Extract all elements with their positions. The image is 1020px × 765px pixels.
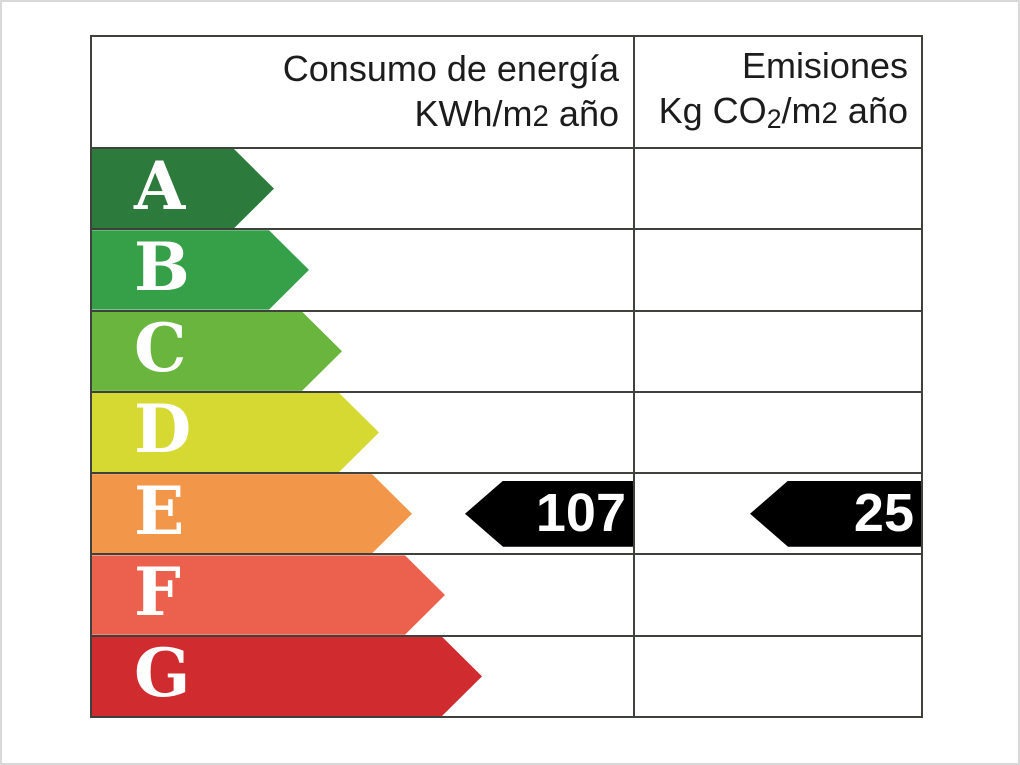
grade-letter-d: D [134, 390, 192, 469]
emisiones-title: Emisiones [741, 44, 908, 86]
grade-row-d: D [92, 390, 921, 473]
grade-arrow-g: G [92, 637, 482, 716]
grade-row-b: B [92, 228, 921, 310]
consumo-title: Consumo de energía [282, 47, 619, 89]
grade-arrow-d: D [92, 393, 379, 472]
grade-arrow-b: B [92, 230, 309, 309]
emisiones-value: 25 [853, 482, 914, 543]
grade-b-emisiones-cell [633, 230, 921, 310]
grade-g-consumo-cell: G [92, 637, 633, 716]
header-consumo: Consumo de energía KWh/m2 año [92, 37, 633, 147]
grade-a-consumo-cell: A [92, 149, 633, 228]
grade-letter-b: B [134, 227, 190, 306]
grade-f-consumo-cell: F [92, 555, 633, 634]
energy-rating-table: Consumo de energía KWh/m2 año Emisiones … [90, 35, 923, 718]
grade-c-emisiones-cell [633, 311, 921, 391]
grade-c-consumo-cell: C [92, 312, 633, 391]
grade-arrow-e: E [92, 474, 412, 553]
grade-f-emisiones-cell [633, 555, 921, 635]
consumo-value-arrow: 107 [465, 480, 633, 547]
consumo-unit: KWh/m2 año [414, 92, 619, 134]
grade-letter-a: A [134, 146, 186, 225]
emisiones-value-arrow: 25 [750, 480, 921, 547]
grade-arrow-a: A [92, 149, 274, 228]
grade-arrow-f: F [92, 555, 445, 634]
grade-row-a: A [92, 147, 921, 229]
grade-row-f: F [92, 553, 921, 635]
grade-row-c: C [92, 309, 921, 391]
grade-arrow-c: C [92, 312, 342, 391]
grade-a-emisiones-cell [633, 149, 921, 229]
grade-g-emisiones-cell [633, 636, 921, 716]
grade-letter-c: C [134, 309, 187, 388]
table-header-row: Consumo de energía KWh/m2 año Emisiones … [92, 37, 921, 147]
grade-e-consumo-cell: E 107 [92, 474, 633, 553]
grade-d-emisiones-cell [633, 392, 921, 473]
grade-e-emisiones-cell: 25 [633, 474, 921, 554]
grade-letter-f: F [134, 553, 181, 632]
header-emisiones: Emisiones Kg CO2/m2 año [633, 37, 921, 147]
grade-letter-g: G [134, 634, 191, 713]
consumo-value: 107 [535, 482, 626, 543]
grade-letter-e: E [134, 471, 185, 550]
grade-row-g: G [92, 634, 921, 716]
grade-row-e: E 107 25 [92, 472, 921, 554]
emisiones-unit: Kg CO2/m2 año [658, 89, 908, 134]
grade-d-consumo-cell: D [92, 393, 633, 472]
grade-b-consumo-cell: B [92, 230, 633, 309]
